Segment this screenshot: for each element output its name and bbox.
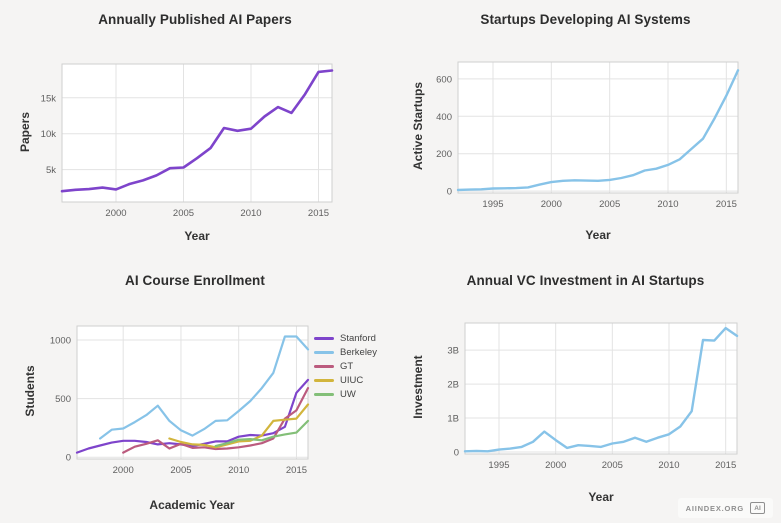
startups-line-chart: 1995 2000 2005 2010 2015 0 200 400 600 <box>436 61 740 210</box>
x-tick-label: 2010 <box>657 199 678 210</box>
y-axis-label-vc: Investment <box>411 355 425 419</box>
gridlines <box>458 62 738 193</box>
x-axis-label-startups: Year <box>585 228 611 242</box>
x-tick-label: 1995 <box>482 199 503 210</box>
ai-index-logo-icon: AI <box>750 502 765 514</box>
x-tick-label: 2010 <box>240 208 261 219</box>
y-tick-label: 10k <box>41 129 57 140</box>
y-tick-label: 600 <box>436 74 452 85</box>
y-tick-label: 0 <box>447 187 452 198</box>
y-tick-label: 400 <box>436 112 452 123</box>
x-tick-label: 2000 <box>545 460 566 471</box>
legend-swatch-icon <box>314 351 334 354</box>
legend-label: Berkeley <box>340 346 377 358</box>
series-stanford <box>75 378 310 454</box>
vc-line-chart: 1995 2000 2005 2010 2015 0 1B 2B 3B <box>447 322 739 471</box>
chart-panel-enrollment: AI Course Enrollment Students 2000 2005 20… <box>0 261 390 523</box>
series-ai-papers <box>60 69 334 193</box>
y-tick-label: 1000 <box>50 336 71 347</box>
series-uiuc <box>168 403 310 449</box>
legend-swatch-icon <box>314 337 334 340</box>
chart-title-vc: Annual VC Investment in AI Startups <box>466 273 705 288</box>
x-tick-label: 2015 <box>308 208 329 219</box>
y-tick-label: 1B <box>447 414 459 425</box>
x-tick-label: 2015 <box>716 199 737 210</box>
legend-item-gt: GT <box>314 362 377 371</box>
y-tick-label: 5k <box>46 165 56 176</box>
legend-label: GT <box>340 360 354 372</box>
y-tick-label: 15k <box>41 93 57 104</box>
chart-title-papers: Annually Published AI Papers <box>98 12 292 27</box>
x-tick-label: 2015 <box>715 460 736 471</box>
watermark: AIINDEX.ORG AI <box>677 498 773 518</box>
y-tick-label: 2B <box>447 380 459 391</box>
y-tick-label: 3B <box>447 346 459 357</box>
enrollment-line-chart: 2000 2005 2010 2015 0 500 1000 <box>50 325 310 476</box>
y-tick-label: 200 <box>436 149 452 160</box>
x-tick-label: 2015 <box>286 465 307 476</box>
chart-panel-vc: Annual VC Investment in AI Startups Inve… <box>390 261 781 523</box>
x-tick-label: 2005 <box>173 208 194 219</box>
plot-border <box>457 61 739 194</box>
y-tick-label: 0 <box>66 453 71 464</box>
x-tick-label: 2005 <box>602 460 623 471</box>
x-tick-label: 2005 <box>599 199 620 210</box>
plot-border <box>464 322 738 455</box>
x-tick-label: 2000 <box>113 465 134 476</box>
legend-item-stanford: Stanford <box>314 334 377 343</box>
legend-item-berkeley: Berkeley <box>314 348 377 357</box>
x-axis-label-papers: Year <box>184 229 210 243</box>
series-gt <box>122 386 310 454</box>
chart-panel-papers: Annually Published AI Papers Papers 2000… <box>0 0 390 261</box>
legend-swatch-icon <box>314 365 334 368</box>
papers-line-chart: 2000 2005 2010 2015 5k 10k 15k <box>41 63 334 219</box>
y-tick-label: 0 <box>454 447 459 458</box>
series-vc-investment <box>463 326 739 453</box>
plot-border <box>61 63 333 203</box>
x-tick-label: 2005 <box>170 465 191 476</box>
x-tick-label: 2010 <box>658 460 679 471</box>
x-axis-label-vc: Year <box>588 490 614 504</box>
chart-title-startups: Startups Developing AI Systems <box>480 12 691 27</box>
legend-swatch-icon <box>314 393 334 396</box>
x-tick-label: 2000 <box>105 208 126 219</box>
legend-label: UIUC <box>340 374 364 386</box>
gridlines <box>62 64 332 202</box>
watermark-text: AIINDEX.ORG <box>685 503 744 513</box>
x-tick-label: 2010 <box>228 465 249 476</box>
x-axis-label-enrollment: Academic Year <box>149 498 235 512</box>
legend-item-uiuc: UIUC <box>314 376 377 385</box>
legend-swatch-icon <box>314 379 334 382</box>
legend-label: UW <box>340 388 356 400</box>
x-tick-label: 2000 <box>541 199 562 210</box>
plot-background <box>62 64 332 202</box>
enrollment-legend: Stanford Berkeley GT UIUC UW <box>314 334 377 399</box>
series-uw <box>214 419 310 448</box>
series-active-startups <box>456 69 740 192</box>
plot-background <box>465 323 737 454</box>
plot-background <box>458 62 738 193</box>
series-berkeley <box>98 335 310 440</box>
gridlines <box>465 323 737 454</box>
y-axis-label-startups: Active Startups <box>411 81 425 171</box>
chart-title-enrollment: AI Course Enrollment <box>124 273 266 288</box>
plot-border <box>76 325 309 460</box>
x-tick-label: 1995 <box>488 460 509 471</box>
y-tick-label: 500 <box>55 394 71 405</box>
chart-panel-startups: Startups Developing AI Systems Active St… <box>390 0 781 261</box>
legend-label: Stanford <box>340 332 376 344</box>
y-axis-label-enrollment: Students <box>23 365 37 417</box>
legend-item-uw: UW <box>314 390 377 399</box>
